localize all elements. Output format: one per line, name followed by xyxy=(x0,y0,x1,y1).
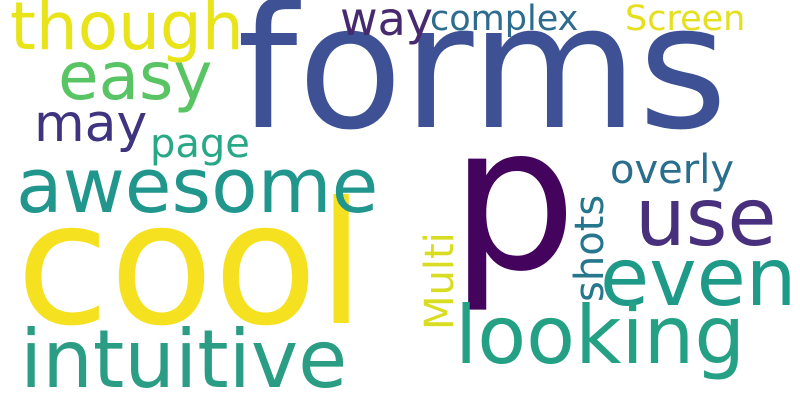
word-p: p xyxy=(450,83,577,316)
word-though: though xyxy=(10,0,244,65)
word-page: page xyxy=(150,121,250,167)
word-even: even xyxy=(600,231,797,324)
word-multi: Multi xyxy=(417,232,463,330)
word-overly: overly xyxy=(610,147,734,193)
word-way: way xyxy=(340,0,434,46)
word-screen: Screen xyxy=(625,0,746,39)
word-cool: cool xyxy=(16,166,365,364)
word-complex: complex xyxy=(430,0,579,39)
word-awesome: awesome xyxy=(16,141,379,230)
word-easy: easy xyxy=(58,38,213,115)
word-intuitive: intuitive xyxy=(20,313,348,400)
word-shots: shots xyxy=(567,194,613,302)
word-looking: looking xyxy=(455,289,746,382)
word-use: use xyxy=(635,171,777,264)
word-forms: forms xyxy=(237,0,728,168)
word-may: may xyxy=(34,94,148,154)
